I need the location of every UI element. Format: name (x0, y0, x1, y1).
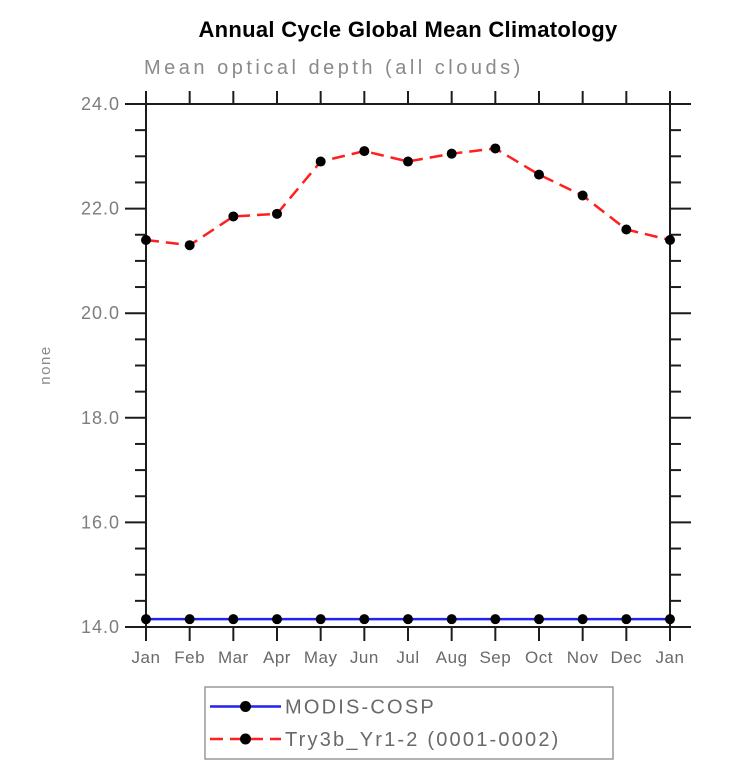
plot-frame (145, 103, 671, 628)
y-axis-tick-label: 18.0 (81, 408, 120, 428)
data-point-marker (228, 614, 239, 625)
data-point-marker (184, 614, 195, 625)
data-point-marker (272, 208, 282, 219)
legend-box (204, 686, 614, 760)
data-point-marker (665, 234, 675, 245)
data-point-marker (621, 224, 632, 235)
data-point-marker (403, 614, 413, 625)
y-axis-tick-label: 16.0 (81, 512, 120, 532)
data-point-marker (272, 614, 282, 625)
legend-label-1: Try3b_Yr1-2 (0001-0002) (285, 729, 561, 751)
x-axis-tick-label: Sep (479, 648, 511, 667)
data-point-marker (141, 234, 151, 245)
chart-title: Annual Cycle Global Mean Climatology (198, 17, 618, 42)
chart-subtitle: Mean optical depth (all clouds) (144, 57, 524, 79)
x-axis-tick-label: Mar (218, 648, 249, 667)
data-point-marker (665, 614, 675, 625)
y-axis-tick-label: 24.0 (81, 94, 120, 114)
x-axis-tick-label: Dec (610, 648, 642, 667)
data-point-marker (228, 211, 239, 222)
data-point-marker (490, 143, 501, 154)
x-axis-tick-label: Apr (263, 648, 291, 667)
x-axis-tick-label: May (304, 648, 338, 667)
data-point-marker (315, 156, 326, 167)
data-point-marker (621, 614, 632, 625)
legend-marker-0 (240, 701, 251, 712)
data-point-marker (315, 614, 326, 625)
legend-label-0: MODIS-COSP (285, 697, 436, 719)
data-point-marker (577, 614, 588, 625)
data-point-marker (534, 169, 544, 180)
data-point-marker (577, 190, 588, 201)
x-axis-tick-label: Feb (174, 648, 205, 667)
data-point-marker (359, 614, 370, 625)
x-axis-tick-label: Jan (656, 648, 685, 667)
data-point-marker (534, 614, 544, 625)
x-axis-tick-label: Oct (525, 648, 553, 667)
data-point-marker (141, 614, 151, 625)
x-axis-tick-label: Nov (567, 648, 599, 667)
data-point-marker (359, 146, 370, 157)
y-axis-tick-label: 20.0 (81, 303, 120, 323)
x-axis-tick-label: Jan (132, 648, 161, 667)
y-axis-title: none (37, 345, 54, 384)
x-axis-tick-label: Aug (436, 648, 468, 667)
data-point-marker (446, 148, 457, 159)
data-point-marker (490, 614, 501, 625)
y-axis-tick-label: 22.0 (81, 199, 120, 219)
legend-marker-1 (240, 733, 251, 745)
data-point-marker (403, 156, 413, 167)
data-point-marker (446, 614, 457, 625)
y-axis-tick-label: 14.0 (81, 617, 120, 637)
data-point-marker (184, 240, 195, 251)
x-axis-tick-label: Jul (396, 648, 419, 667)
x-axis-tick-label: Jun (350, 648, 379, 667)
